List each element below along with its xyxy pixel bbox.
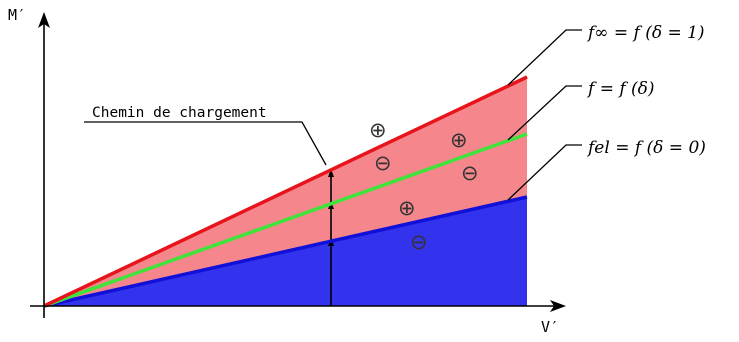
f-leader	[507, 85, 582, 141]
loading-arrow-3	[328, 169, 334, 177]
plus-sign: ⊕	[398, 196, 416, 220]
y-axis-label: M′	[8, 6, 26, 24]
f-line	[43, 132, 528, 308]
x-axis-label: V′	[541, 318, 559, 336]
minus-sign: ⊖	[461, 161, 479, 185]
loading-path-leader	[84, 121, 327, 166]
f-inf-line	[43, 75, 528, 308]
f-label: f = f (δ)	[586, 79, 655, 99]
f-el-line	[43, 195, 528, 308]
y-axis-arrow	[38, 12, 50, 28]
minus-sign: ⊖	[374, 151, 392, 175]
f-el-leader	[507, 144, 582, 201]
f-inf-label: f∞ = f (δ = 1)	[586, 23, 705, 43]
f-el-label: fel = f (δ = 0)	[586, 138, 706, 158]
plus-sign: ⊕	[369, 118, 387, 142]
x-axis-arrow	[550, 300, 566, 312]
plus-sign: ⊕	[450, 128, 468, 152]
loading-path-label: Chemin de chargement	[92, 105, 267, 121]
minus-sign: ⊖	[410, 230, 428, 254]
f-inf-leader	[507, 29, 582, 86]
